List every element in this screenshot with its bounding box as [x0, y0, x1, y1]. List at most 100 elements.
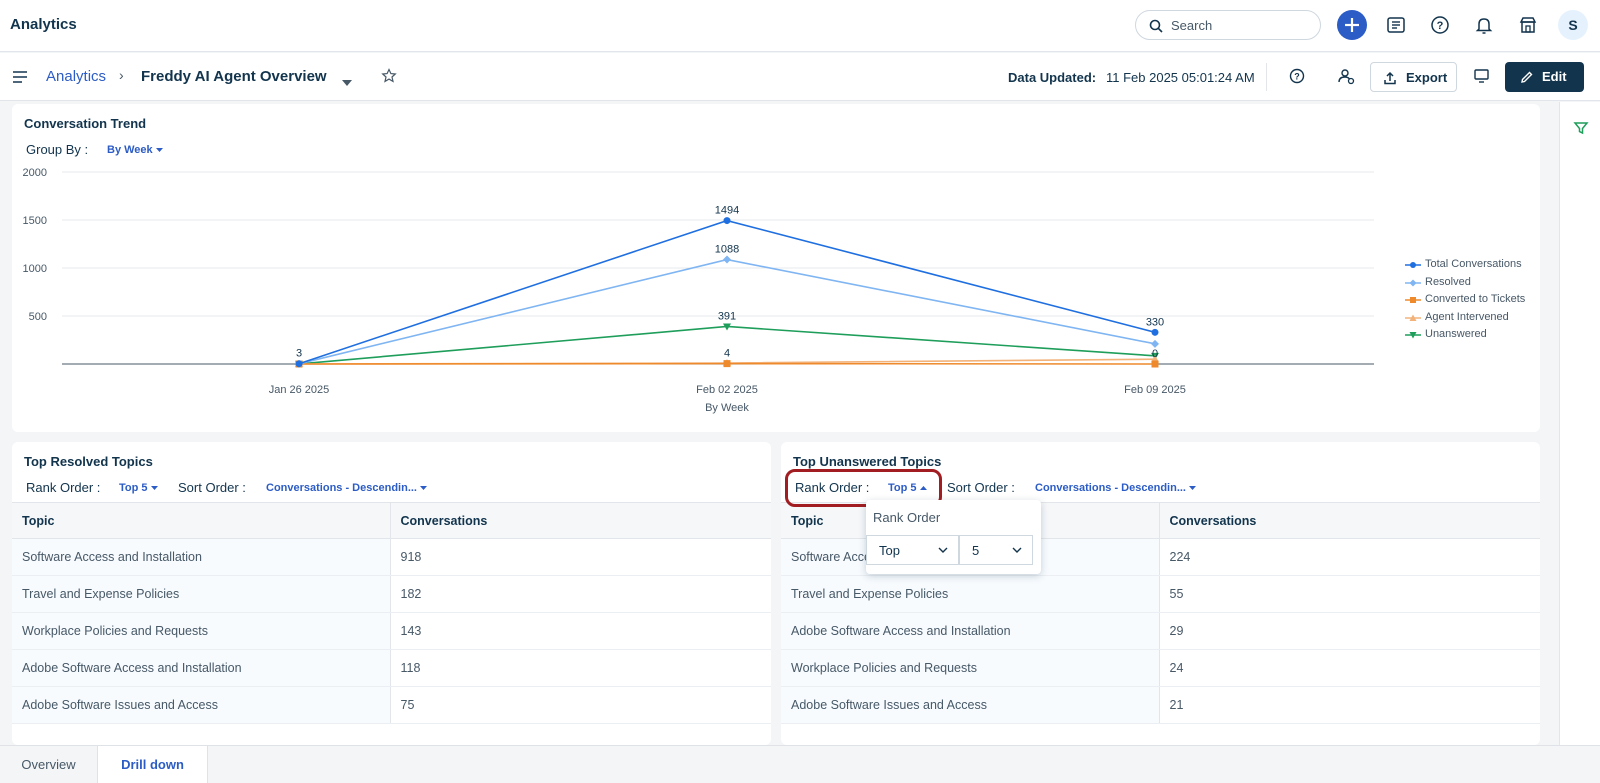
- column-header-conversations[interactable]: Conversations: [389, 502, 771, 539]
- legend-marker: [1405, 297, 1421, 304]
- table-row[interactable]: Workplace Policies and Requests 24: [781, 649, 1540, 687]
- x-axis-label: By Week: [705, 402, 749, 414]
- legend-item[interactable]: Agent Intervened: [1405, 309, 1525, 327]
- chevron-down-icon: [1012, 547, 1022, 553]
- data-label: 1088: [715, 244, 739, 256]
- topic-cell: Travel and Expense Policies: [12, 575, 390, 613]
- legend-item[interactable]: Resolved: [1405, 274, 1525, 292]
- new-item-button[interactable]: [1337, 10, 1367, 40]
- rank-order-dropdown[interactable]: Top 5: [888, 482, 927, 494]
- y-tick-label: 1500: [23, 215, 47, 227]
- data-label: 0: [1152, 348, 1158, 360]
- page-title: Freddy AI Agent Overview: [141, 68, 327, 85]
- legend-label: Converted to Tickets: [1425, 293, 1526, 306]
- x-tick-label: Jan 26 2025: [269, 384, 330, 396]
- count-cell: 224: [1158, 538, 1540, 576]
- scrollbar[interactable]: [1541, 102, 1557, 752]
- chevron-down-icon[interactable]: [342, 73, 352, 91]
- top-resolved-topics-card: Top Resolved Topics Rank Order : Top 5 S…: [12, 442, 771, 745]
- legend-label: Total Conversations: [1425, 258, 1522, 270]
- group-by-dropdown[interactable]: By Week: [107, 144, 163, 156]
- topic-cell: Adobe Software Access and Installation: [12, 649, 390, 687]
- top-bar: Analytics Search ? S: [0, 0, 1600, 52]
- tab-overview[interactable]: Overview: [0, 746, 98, 783]
- topic-cell: Adobe Software Issues and Access: [781, 686, 1159, 724]
- rank-order-label: Rank Order :: [26, 480, 101, 495]
- filter-icon[interactable]: [1573, 120, 1589, 141]
- table-row[interactable]: Adobe Software Access and Installation 29: [781, 612, 1540, 650]
- topic-cell: Adobe Software Access and Installation: [781, 612, 1159, 650]
- table-row[interactable]: Adobe Software Issues and Access 75: [12, 686, 771, 724]
- breadcrumb-separator: ›: [119, 67, 124, 83]
- sort-order-value: Conversations - Descendin...: [1035, 482, 1186, 494]
- table-row[interactable]: Adobe Software Access and Installation 11…: [12, 649, 771, 687]
- x-tick-label: Feb 02 2025: [696, 384, 758, 396]
- edit-button[interactable]: Edit: [1505, 62, 1584, 92]
- x-tick-label: Feb 09 2025: [1124, 384, 1186, 396]
- caret-down-icon: [419, 486, 427, 491]
- rank-order-dropdown[interactable]: Top 5: [119, 482, 158, 494]
- count-cell: 55: [1158, 575, 1540, 613]
- count-cell: 182: [389, 575, 771, 613]
- share-users-icon[interactable]: [1336, 66, 1356, 91]
- data-updated-value: 11 Feb 2025 05:01:24 AM: [1106, 70, 1255, 85]
- help-icon[interactable]: ?: [1287, 66, 1307, 91]
- legend-label: Unanswered: [1425, 328, 1487, 341]
- search-icon: [1149, 19, 1163, 33]
- group-by-label: Group By :: [26, 142, 89, 157]
- export-button[interactable]: Export: [1370, 62, 1457, 92]
- svg-text:?: ?: [1294, 72, 1300, 82]
- legend-marker: [1405, 314, 1421, 321]
- resolved-topics-table: Topic Conversations Software Access and …: [12, 502, 771, 724]
- card-title: Conversation Trend: [24, 116, 147, 131]
- user-avatar[interactable]: S: [1558, 10, 1588, 40]
- plus-icon: [1345, 18, 1359, 32]
- data-label: 3: [296, 348, 302, 360]
- store-icon[interactable]: [1515, 12, 1541, 38]
- table-row[interactable]: Software Access and Installation 918: [12, 538, 771, 576]
- export-label: Export: [1406, 70, 1448, 85]
- search-input[interactable]: Search: [1135, 10, 1321, 40]
- table-row[interactable]: Workplace Policies and Requests 143: [12, 612, 771, 650]
- y-tick-label: 2000: [23, 167, 47, 179]
- sort-order-value: Conversations - Descendin...: [266, 482, 417, 494]
- dashboard-header: Analytics › Freddy AI Agent Overview Dat…: [0, 53, 1600, 101]
- breadcrumb-analytics[interactable]: Analytics: [46, 68, 107, 85]
- legend-item[interactable]: Unanswered: [1405, 326, 1525, 344]
- count-cell: 118: [389, 649, 771, 687]
- tab-drill-down[interactable]: Drill down: [98, 746, 208, 783]
- legend-item[interactable]: Total Conversations: [1405, 256, 1525, 274]
- chart-legend: Total Conversations Resolved Converted to …: [1405, 256, 1525, 344]
- table-row[interactable]: Travel and Expense Policies 182: [12, 575, 771, 613]
- help-icon[interactable]: ?: [1427, 12, 1453, 38]
- data-point: [723, 323, 731, 331]
- svg-text:?: ?: [1437, 20, 1444, 32]
- count-cell: 24: [1158, 649, 1540, 687]
- chevron-down-icon: [938, 547, 948, 553]
- trend-chart: 500 1000 1500 2000 Jan 26 2025 Feb 02 2025 Feb…: [23, 167, 1374, 414]
- sort-order-dropdown[interactable]: Conversations - Descendin...: [1035, 482, 1196, 494]
- table-row[interactable]: Adobe Software Issues and Access 21: [781, 686, 1540, 724]
- data-point: [295, 360, 303, 368]
- menu-icon[interactable]: [12, 70, 28, 89]
- sort-order-dropdown[interactable]: Conversations - Descendin...: [266, 482, 427, 494]
- column-header-conversations[interactable]: Conversations: [1158, 502, 1540, 539]
- monitor-icon[interactable]: [1472, 66, 1492, 91]
- rank-count-select[interactable]: 5: [959, 535, 1033, 565]
- count-cell: 143: [389, 612, 771, 650]
- caret-down-icon: [1188, 486, 1196, 491]
- rank-direction-select[interactable]: Top: [866, 535, 959, 565]
- caret-down-icon: [150, 486, 158, 491]
- table-row[interactable]: Travel and Expense Policies 55: [781, 575, 1540, 613]
- rank-count-value: 5: [972, 543, 980, 558]
- topic-cell: Travel and Expense Policies: [781, 575, 1159, 613]
- star-icon[interactable]: [381, 68, 397, 89]
- data-point: [1151, 355, 1159, 363]
- conversation-trend-card: Conversation Trend Group By : By Week 50…: [12, 104, 1540, 432]
- legend-item[interactable]: Converted to Tickets: [1405, 291, 1525, 309]
- count-cell: 21: [1158, 686, 1540, 724]
- column-header-topic[interactable]: Topic: [12, 502, 390, 539]
- contacts-icon[interactable]: [1383, 12, 1409, 38]
- bell-icon[interactable]: [1471, 12, 1497, 38]
- topic-cell: Workplace Policies and Requests: [781, 649, 1159, 687]
